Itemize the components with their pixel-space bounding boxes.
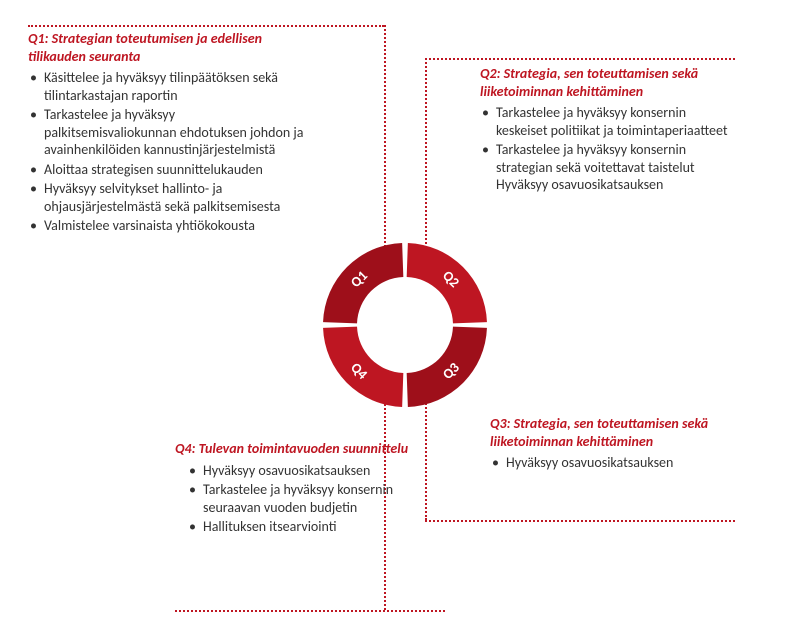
list-item: Hallituksen itsearviointi (175, 518, 435, 536)
list-item: Hyväksyy osavuosikatsauksen (490, 454, 725, 472)
list-item: Hyväksyy selvitykset hallinto- ja ohjaus… (28, 180, 308, 215)
list-item: Tarkastelee ja hyväksyy palkitsemisvalio… (28, 106, 308, 159)
q2-list: Tarkastelee ja hyväksyy konsernin keskei… (480, 104, 730, 194)
q1-box: Q1: Strategian toteutumisen ja edellisen… (28, 30, 308, 237)
list-item: Tarkastelee ja hyväksyy konsernin seuraa… (175, 481, 435, 516)
list-item: Hyväksyy osavuosikatsauksen (175, 462, 435, 480)
list-item: Aloittaa strategisen suunnittelukauden (28, 161, 308, 179)
q1-title: Q1: Strategian toteutumisen ja edellisen… (28, 30, 308, 65)
q3-box: Q3: Strategia, sen toteuttamisen sekä li… (490, 415, 725, 474)
list-item: Valmistelee varsinaista yhtiökokousta (28, 217, 308, 235)
list-item: Käsittelee ja hyväksyy tilinpäätöksen se… (28, 69, 308, 104)
list-item: Tarkastelee ja hyväksyy konsernin strate… (480, 141, 730, 194)
q2-title: Q2: Strategia, sen toteuttamisen sekä li… (480, 65, 730, 100)
q3-title: Q3: Strategia, sen toteuttamisen sekä li… (490, 415, 725, 450)
q2-box: Q2: Strategia, sen toteuttamisen sekä li… (480, 65, 730, 196)
q3-list: Hyväksyy osavuosikatsauksen (490, 454, 725, 472)
q4-box: Q4: Tulevan toimintavuoden suunnittelu H… (175, 440, 435, 538)
list-item: Tarkastelee ja hyväksyy konsernin keskei… (480, 104, 730, 139)
q1-list: Käsittelee ja hyväksyy tilinpäätöksen se… (28, 69, 308, 235)
q4-title: Q4: Tulevan toimintavuoden suunnittelu (175, 440, 435, 458)
q4-list: Hyväksyy osavuosikatsauksenTarkastelee j… (175, 462, 435, 536)
